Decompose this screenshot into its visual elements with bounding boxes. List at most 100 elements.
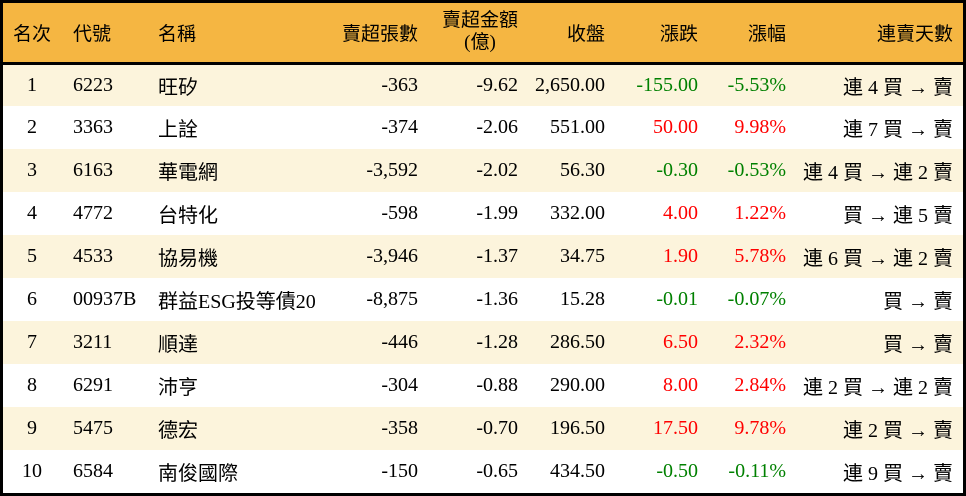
name-cell: 協易機 xyxy=(158,248,218,270)
col-header-rank: 名次 xyxy=(3,3,61,65)
name-cell: 台特化 xyxy=(158,205,218,227)
change-pct-cell: 9.98% xyxy=(734,116,786,138)
change-cell: 17.50 xyxy=(653,417,698,439)
change-cell: -0.50 xyxy=(656,460,698,482)
close-cell: 56.30 xyxy=(560,159,605,181)
rank-cell: 1 xyxy=(27,73,37,96)
code-cell: 5475 xyxy=(73,417,113,439)
table-row: 10 6584 南俊國際 -150 -0.65 434.50 -0.50 -0.… xyxy=(3,450,963,493)
code-cell: 6223 xyxy=(73,73,113,96)
sell-lots-cell: -3,946 xyxy=(366,245,418,267)
close-cell: 2,650.00 xyxy=(535,73,605,96)
change-cell: -155.00 xyxy=(636,73,698,96)
change-pct-cell: -0.11% xyxy=(728,460,786,482)
name-cell: 順達 xyxy=(158,334,198,356)
close-cell: 551.00 xyxy=(550,116,605,138)
code-cell: 4533 xyxy=(73,245,113,267)
rank-cell: 8 xyxy=(27,374,37,396)
streak-cell: 連 9 買 → 賣 xyxy=(843,463,953,485)
sell-amount-cell: -0.70 xyxy=(476,417,518,439)
code-cell: 3211 xyxy=(73,331,113,353)
table-row: 1 6223 旺矽 -363 -9.62 2,650.00 -155.00 -5… xyxy=(3,63,963,106)
sell-amount-label-line2: (億) xyxy=(464,32,496,54)
streak-cell: 買 → 賣 xyxy=(883,291,953,313)
code-cell: 6584 xyxy=(73,460,113,482)
sell-amount-cell: -2.06 xyxy=(476,116,518,138)
close-cell: 434.50 xyxy=(550,460,605,482)
change-pct-cell: 9.78% xyxy=(734,417,786,439)
col-header-change-pct: 漲幅 xyxy=(708,3,796,65)
col-header-streak: 連賣天數 xyxy=(796,3,963,65)
sell-lots-cell: -374 xyxy=(381,116,418,138)
code-cell: 6163 xyxy=(73,159,113,181)
change-pct-cell: -0.53% xyxy=(727,159,786,181)
table-row: 6 00937B 群益ESG投等債20 -8,875 -1.36 15.28 -… xyxy=(3,278,963,321)
code-cell: 3363 xyxy=(73,116,113,138)
streak-cell: 連 2 買 → 賣 xyxy=(843,420,953,442)
code-cell: 00937B xyxy=(73,288,137,310)
close-cell: 290.00 xyxy=(550,374,605,396)
rank-cell: 4 xyxy=(27,202,37,224)
rank-cell: 2 xyxy=(27,116,37,138)
streak-cell: 連 7 買 → 賣 xyxy=(843,119,953,141)
close-cell: 15.28 xyxy=(560,288,605,310)
table-row: 5 4533 協易機 -3,946 -1.37 34.75 1.90 5.78%… xyxy=(3,235,963,278)
rank-cell: 10 xyxy=(22,460,42,482)
code-cell: 4772 xyxy=(73,202,113,224)
change-pct-cell: 2.84% xyxy=(734,374,786,396)
sell-lots-cell: -3,592 xyxy=(366,159,418,181)
sell-amount-cell: -0.65 xyxy=(476,460,518,482)
sell-amount-cell: -1.36 xyxy=(476,288,518,310)
name-cell: 德宏 xyxy=(158,420,198,442)
table-row: 2 3363 上詮 -374 -2.06 551.00 50.00 9.98% … xyxy=(3,106,963,149)
close-cell: 286.50 xyxy=(550,331,605,353)
col-header-name: 名稱 xyxy=(149,3,327,65)
streak-cell: 買 → 賣 xyxy=(883,334,953,356)
name-cell: 南俊國際 xyxy=(158,463,238,485)
change-cell: 6.50 xyxy=(663,331,698,353)
col-header-code: 代號 xyxy=(61,3,149,65)
streak-cell: 連 6 買 → 連 2 賣 xyxy=(803,248,953,270)
rank-cell: 9 xyxy=(27,417,37,439)
sell-lots-cell: -304 xyxy=(381,374,418,396)
sell-amount-cell: -1.99 xyxy=(476,202,518,224)
sell-lots-cell: -446 xyxy=(381,331,418,353)
table-row: 9 5475 德宏 -358 -0.70 196.50 17.50 9.78% … xyxy=(3,407,963,450)
sell-lots-cell: -8,875 xyxy=(366,288,418,310)
col-header-sell-amount: 賣超金額 (億) xyxy=(428,3,528,65)
header-row: 名次 代號 名稱 賣超張數 賣超金額 (億) 收盤 漲跌 漲幅 連賣天數 xyxy=(3,3,963,65)
col-header-sell-lots: 賣超張數 xyxy=(327,3,428,65)
close-cell: 34.75 xyxy=(560,245,605,267)
net-sell-table: 名次 代號 名稱 賣超張數 賣超金額 (億) 收盤 漲跌 漲幅 連賣天數 1 6… xyxy=(3,3,963,493)
sell-lots-cell: -150 xyxy=(381,460,418,482)
streak-cell: 連 2 買 → 連 2 賣 xyxy=(803,377,953,399)
rank-cell: 6 xyxy=(27,288,37,310)
name-cell: 旺矽 xyxy=(158,76,198,99)
streak-cell: 連 4 買 → 連 2 賣 xyxy=(803,162,953,184)
change-cell: 1.90 xyxy=(663,245,698,267)
change-pct-cell: -5.53% xyxy=(727,73,786,96)
change-cell: 50.00 xyxy=(653,116,698,138)
sell-amount-cell: -0.88 xyxy=(476,374,518,396)
name-cell: 沛亨 xyxy=(158,377,198,399)
close-cell: 196.50 xyxy=(550,417,605,439)
table-row: 7 3211 順達 -446 -1.28 286.50 6.50 2.32% 買… xyxy=(3,321,963,364)
streak-cell: 買 → 連 5 賣 xyxy=(843,205,953,227)
change-pct-cell: 2.32% xyxy=(734,331,786,353)
sell-lots-cell: -358 xyxy=(381,417,418,439)
close-cell: 332.00 xyxy=(550,202,605,224)
sell-lots-cell: -598 xyxy=(381,202,418,224)
col-header-change: 漲跌 xyxy=(615,3,708,65)
name-cell: 華電網 xyxy=(158,162,218,184)
change-pct-cell: 1.22% xyxy=(734,202,786,224)
sell-amount-label-line1: 賣超金額 xyxy=(441,10,518,32)
name-cell: 上詮 xyxy=(158,119,198,141)
change-cell: -0.30 xyxy=(656,159,698,181)
table-row: 3 6163 華電網 -3,592 -2.02 56.30 -0.30 -0.5… xyxy=(3,149,963,192)
change-pct-cell: -0.07% xyxy=(727,288,786,310)
rank-cell: 7 xyxy=(27,331,37,353)
sell-amount-cell: -9.62 xyxy=(476,73,518,96)
sell-amount-cell: -2.02 xyxy=(476,159,518,181)
change-pct-cell: 5.78% xyxy=(734,245,786,267)
